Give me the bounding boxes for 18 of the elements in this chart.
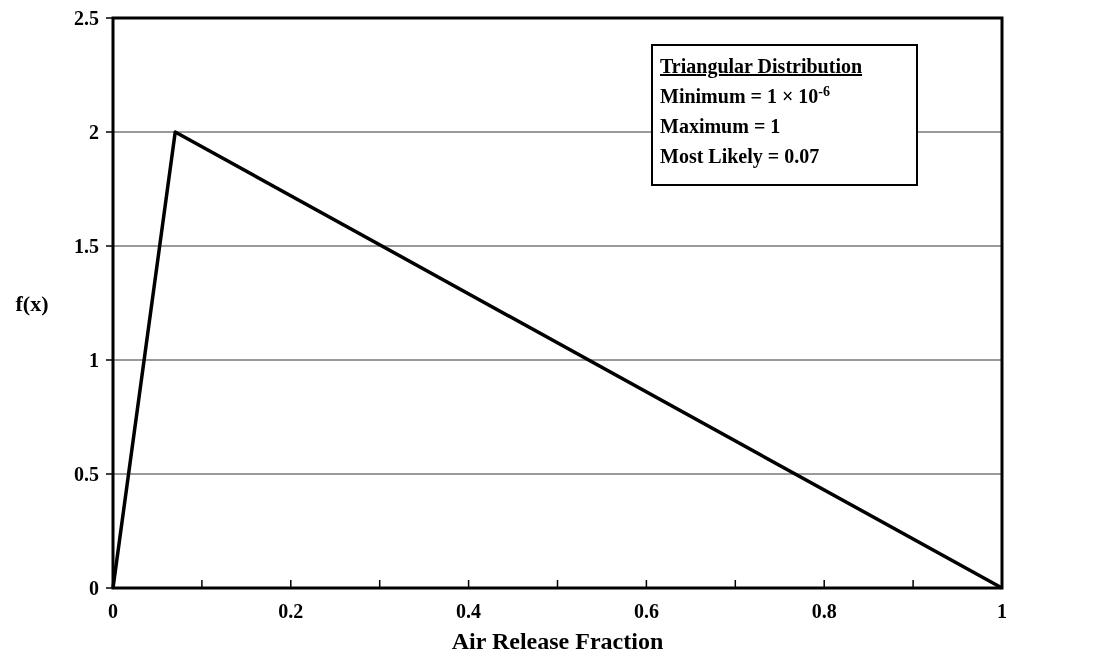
y-axis-title: f(x) [15, 291, 49, 316]
y-tick-label: 2 [89, 121, 99, 143]
x-tick-label: 1 [997, 600, 1007, 622]
y-tick-label: 0 [89, 577, 99, 599]
y-tick-label: 0.5 [74, 463, 99, 485]
y-tick-label: 1.5 [74, 235, 99, 257]
y-tick-label: 1 [89, 349, 99, 371]
y-tick-label: 2.5 [74, 7, 99, 29]
x-tick-label: 0.4 [456, 600, 482, 622]
annotation: Maximum = 1 [660, 115, 781, 137]
x-tick-label: 0.2 [278, 600, 304, 622]
x-tick-label: 0.6 [633, 600, 659, 622]
x-tick-label: 0 [108, 600, 118, 622]
annotation: Triangular Distribution [660, 55, 863, 78]
annotation: Minimum = 1 × 10$^{-6}$ [660, 83, 831, 107]
x-tick-label: 0.8 [811, 600, 837, 622]
x-axis-title: Air Release Fraction [451, 628, 664, 654]
annotation: Most Likely = 0.07 [660, 145, 820, 168]
